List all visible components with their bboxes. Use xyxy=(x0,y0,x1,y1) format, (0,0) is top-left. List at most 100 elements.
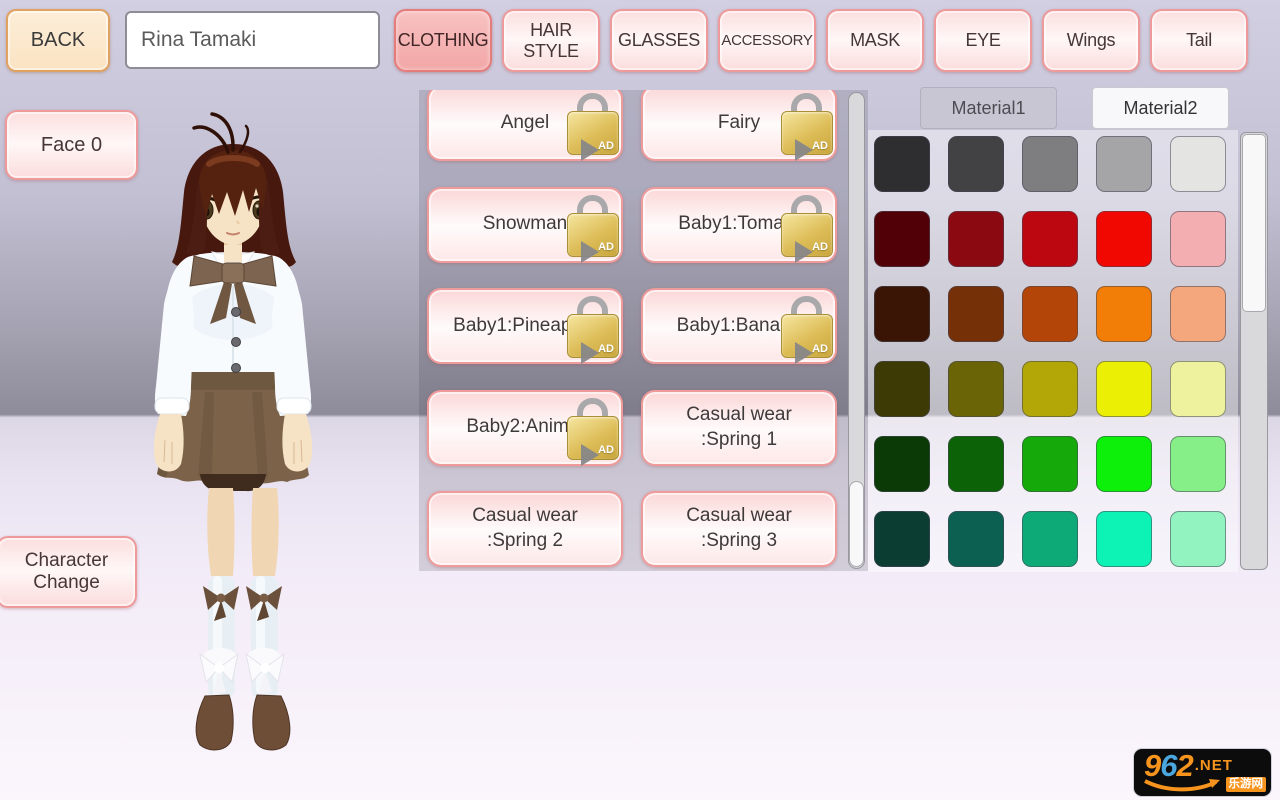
material-tab-label: Material1 xyxy=(951,97,1026,118)
clothing-item-fairy[interactable]: Fairy AD xyxy=(641,90,837,161)
color-swatch[interactable] xyxy=(1022,136,1078,192)
ad-badge: AD xyxy=(598,139,614,152)
clothing-item-snowman[interactable]: Snowman AD xyxy=(427,186,623,263)
clothing-item-label: Baby1:Banana xyxy=(676,314,802,336)
watermark-bottom: 乐游网 xyxy=(1142,777,1266,793)
color-swatch[interactable] xyxy=(1170,436,1226,492)
color-swatch[interactable] xyxy=(948,511,1004,567)
tab-eye[interactable]: EYE xyxy=(934,9,1032,72)
tab-material2[interactable]: Material2 xyxy=(1092,87,1229,129)
face-button-label: Face 0 xyxy=(40,133,103,156)
color-swatch[interactable] xyxy=(1096,286,1152,342)
back-button-label: BACK xyxy=(30,29,86,51)
color-swatch[interactable] xyxy=(1022,511,1078,567)
tab-wings[interactable]: Wings xyxy=(1042,9,1140,72)
clothing-item-baby1-banana[interactable]: Baby1:Banana AD xyxy=(641,288,837,364)
tab-tail[interactable]: Tail xyxy=(1150,9,1248,72)
tab-glasses[interactable]: GLASSES xyxy=(610,9,708,72)
face-button[interactable]: Face 0 xyxy=(5,110,138,180)
clothing-item-label: Angel xyxy=(500,111,550,133)
clothing-item-label: Casual wear :Spring 1 xyxy=(686,403,792,450)
character-preview xyxy=(153,112,313,751)
color-swatch[interactable] xyxy=(948,211,1004,267)
tab-mask[interactable]: MASK xyxy=(826,9,924,72)
color-swatch[interactable] xyxy=(1170,286,1226,342)
character-name-input[interactable] xyxy=(125,11,380,69)
color-swatch[interactable] xyxy=(1022,286,1078,342)
clothing-item-angel[interactable]: Angel AD xyxy=(427,90,623,161)
clothing-scrollbar-thumb[interactable] xyxy=(849,481,864,567)
character-head xyxy=(186,112,280,262)
color-swatch[interactable] xyxy=(874,361,930,417)
play-icon xyxy=(581,240,599,263)
color-swatch[interactable] xyxy=(1022,436,1078,492)
color-palette-panel xyxy=(868,130,1238,572)
color-swatch[interactable] xyxy=(874,136,930,192)
ad-badge: AD xyxy=(812,139,828,152)
play-icon xyxy=(795,139,813,161)
color-swatch[interactable] xyxy=(1170,211,1226,267)
color-swatch[interactable] xyxy=(1170,361,1226,417)
character-change-button[interactable]: Character Change xyxy=(0,536,137,608)
clothing-item-casual-wear-spring-2[interactable]: Casual wear :Spring 2 xyxy=(427,491,623,567)
color-swatch[interactable] xyxy=(1170,511,1226,567)
clothing-item-label: Snowman xyxy=(482,213,568,235)
color-swatch[interactable] xyxy=(1022,361,1078,417)
watermark-logo: 962 .NET xyxy=(1144,750,1233,781)
color-swatch[interactable] xyxy=(874,436,930,492)
clothing-item-label: Baby1:Pineapple xyxy=(453,314,597,336)
clothing-options-panel: Angel AD Fairy AD Snowman AD Baby1:Tomato AD Bab… xyxy=(419,90,868,571)
palette-scrollbar-thumb[interactable] xyxy=(1242,134,1266,312)
color-swatch[interactable] xyxy=(1170,136,1226,192)
watermark-site-name: 乐游网 xyxy=(1225,777,1266,792)
tab-label: Wings xyxy=(1066,30,1116,51)
clothing-item-label: Casual wear :Spring 2 xyxy=(472,505,578,551)
swoosh-arrow-icon xyxy=(1144,779,1220,792)
lock-shackle-icon xyxy=(577,194,608,223)
color-swatch[interactable] xyxy=(1096,136,1152,192)
color-swatch[interactable] xyxy=(948,286,1004,342)
color-swatch[interactable] xyxy=(1096,511,1152,567)
watermark-digit: 9 xyxy=(1144,748,1161,783)
color-swatch[interactable] xyxy=(948,436,1004,492)
tab-label: MASK xyxy=(850,30,900,51)
clothing-item-baby2-animal[interactable]: Baby2:Animal AD xyxy=(427,389,623,466)
color-swatch[interactable] xyxy=(948,136,1004,192)
clothing-item-casual-wear-spring-3[interactable]: Casual wear :Spring 3 xyxy=(641,491,837,567)
ad-badge: AD xyxy=(598,342,614,355)
clothing-item-baby1-tomato[interactable]: Baby1:Tomato AD xyxy=(641,186,837,263)
clothing-scrollbar-track[interactable] xyxy=(848,92,865,569)
ad-lock-icon: AD xyxy=(567,194,619,263)
tab-label: ACCESSORY xyxy=(721,31,813,49)
tab-accessory[interactable]: ACCESSORY xyxy=(718,9,816,72)
character-change-label: Character Change xyxy=(24,550,109,593)
color-swatch[interactable] xyxy=(1096,436,1152,492)
clothing-item-label: Casual wear :Spring 3 xyxy=(686,505,792,551)
color-swatch[interactable] xyxy=(948,361,1004,417)
tab-material1[interactable]: Material1 xyxy=(920,87,1057,129)
color-swatch[interactable] xyxy=(1022,211,1078,267)
play-icon xyxy=(581,342,599,364)
sock-bow-icon xyxy=(203,586,282,621)
tab-hair-style[interactable]: HAIR STYLE xyxy=(502,9,600,72)
ad-badge: AD xyxy=(812,241,828,254)
color-swatch[interactable] xyxy=(1096,211,1152,267)
ad-lock-icon: AD xyxy=(781,93,833,161)
clothing-item-baby1-pineapple[interactable]: Baby1:Pineapple AD xyxy=(427,288,623,364)
color-swatch[interactable] xyxy=(874,511,930,567)
clothing-item-label: Baby1:Tomato xyxy=(678,213,800,235)
tab-clothing[interactable]: CLOTHING xyxy=(394,9,492,72)
ad-badge: AD xyxy=(598,444,614,457)
ad-lock-icon: AD xyxy=(567,93,619,161)
material-tab-label: Material2 xyxy=(1123,97,1198,118)
top-tabs: CLOTHING HAIR STYLE GLASSES ACCESSORY MASK EY… xyxy=(394,9,1248,72)
color-swatch[interactable] xyxy=(1096,361,1152,417)
tab-label: HAIR STYLE xyxy=(523,19,579,61)
ahoge-icon xyxy=(192,112,250,154)
lock-shackle-icon xyxy=(791,93,822,121)
color-swatch[interactable] xyxy=(874,211,930,267)
clothing-item-casual-wear-spring-1[interactable]: Casual wear :Spring 1 xyxy=(641,389,837,466)
clothing-item-label: Fairy xyxy=(717,111,761,133)
color-swatch[interactable] xyxy=(874,286,930,342)
back-button[interactable]: BACK xyxy=(6,9,110,72)
